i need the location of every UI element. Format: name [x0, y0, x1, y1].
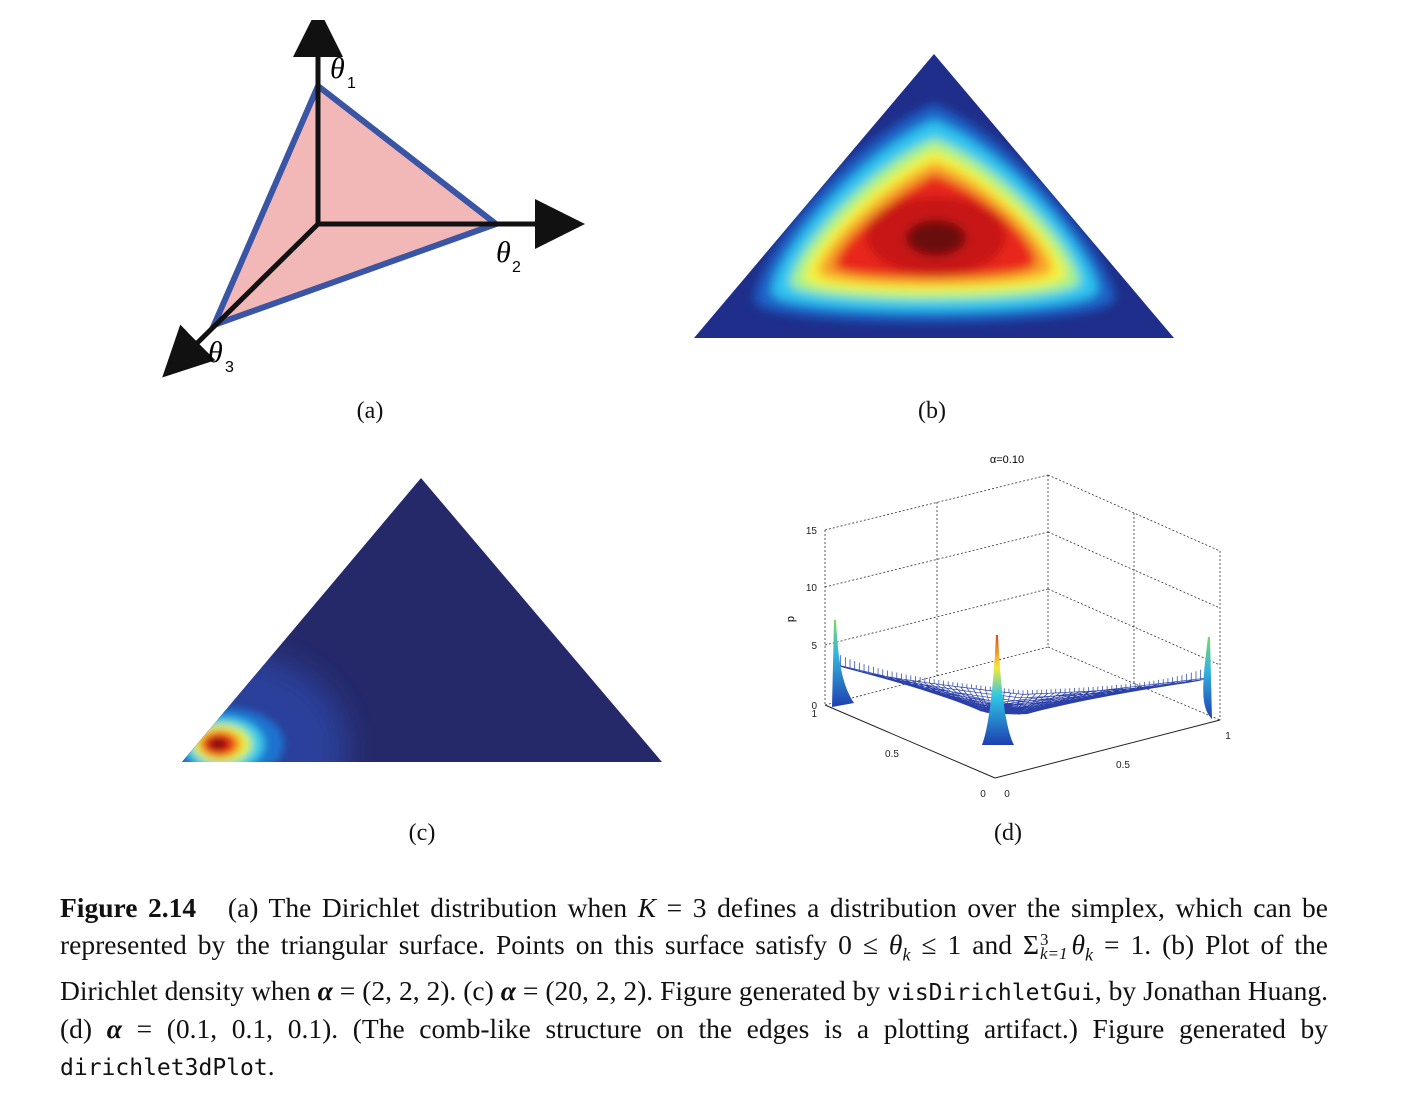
svg-text:1: 1 [347, 75, 356, 92]
panel-c-label: (c) [408, 820, 436, 846]
svg-text:0: 0 [980, 789, 986, 800]
left-spike [832, 620, 854, 707]
x-ticks: 1 0.5 0 [811, 709, 986, 800]
svg-text:0.5: 0.5 [885, 749, 899, 760]
svg-text:1: 1 [811, 709, 817, 720]
svg-text:15: 15 [806, 526, 818, 537]
z-ticks: 0 5 10 15 [806, 526, 818, 712]
figure-caption: Figure 2.14 (a) The Dirichlet distributi… [60, 890, 1328, 1086]
surface-mesh [835, 652, 1211, 715]
svg-text:θ: θ [208, 336, 223, 369]
plot-title: α=0.10 [990, 454, 1024, 466]
caption-text-5: = (2, 2, 2). (c) [332, 974, 501, 1006]
svg-text:3: 3 [225, 359, 234, 376]
theta3-axis [162, 222, 320, 378]
caption-sum-sup: 3 [1039, 930, 1049, 950]
svg-text:0: 0 [1004, 789, 1010, 800]
figure-number: Figure 2.14 [60, 892, 197, 923]
panel-d-label: (d) [994, 820, 1022, 846]
z-axis-label: p [785, 616, 797, 622]
caption-code-1: visDirichletGui [887, 979, 1095, 1006]
theta2-label: θ 2 [496, 236, 521, 276]
plot-front-axes [824, 704, 1221, 779]
density-heatmap-c [182, 478, 662, 762]
svg-text:θ: θ [496, 236, 511, 269]
caption-alpha-1: α [317, 974, 333, 1006]
caption-code-2: dirichlet3dPlot [60, 1054, 268, 1081]
caption-theta-2: θ [1071, 928, 1086, 960]
caption-theta-sub: k [902, 944, 911, 964]
theta3-label: θ 3 [208, 336, 234, 376]
caption-text-4: = 1. (b) Plot of the Dirichlet density w… [60, 928, 1328, 1006]
density-heatmap-b [694, 54, 1174, 338]
svg-text:0: 0 [811, 701, 817, 712]
caption-theta: θ [888, 928, 903, 960]
svg-text:10: 10 [806, 583, 818, 594]
svg-text:0.5: 0.5 [1116, 760, 1130, 771]
center-spike [982, 635, 1014, 745]
caption-var-K: K [637, 892, 657, 923]
simplex-diagram: θ 1 θ 2 θ 3 [162, 20, 585, 378]
caption-sum-sub: k=1 [1039, 944, 1068, 964]
svg-text:5: 5 [811, 641, 817, 652]
y-ticks: 0 0.5 1 [1004, 731, 1231, 800]
right-spike [1203, 637, 1212, 719]
caption-alpha-3: α [106, 1013, 122, 1044]
surface-plot-3d: α=0.10 0 5 10 15 p 1 0.5 0 0 0.5 1 [785, 454, 1231, 800]
caption-text-7: , by Jonathan Huang. (d) [60, 974, 1328, 1045]
panel-b-label: (b) [918, 398, 946, 424]
caption-text-6: = (20, 2, 2). Figure generated by [515, 974, 888, 1006]
simplex-surface [208, 81, 503, 331]
caption-text-1: (a) The Dirichlet distribution when [227, 892, 638, 923]
caption-text-9: . [267, 1049, 275, 1081]
caption-alpha-2: α [500, 974, 516, 1006]
caption-sum: Σ [1022, 928, 1039, 960]
svg-text:θ: θ [330, 52, 345, 85]
caption-text-3: ≤ 1 and [910, 928, 1023, 960]
caption-theta-sub-2: k [1085, 944, 1094, 964]
plot-box-grid [824, 474, 1221, 721]
caption-text-8: = (0.1, 0.1, 0.1). (The comb-like struct… [121, 1013, 1328, 1044]
svg-text:2: 2 [512, 259, 521, 276]
caption-text-2: = 3 defines a distribution over the simp… [60, 892, 1328, 960]
svg-text:1: 1 [1225, 731, 1231, 742]
panel-a-label: (a) [356, 398, 384, 424]
theta1-label: θ 1 [330, 52, 356, 92]
